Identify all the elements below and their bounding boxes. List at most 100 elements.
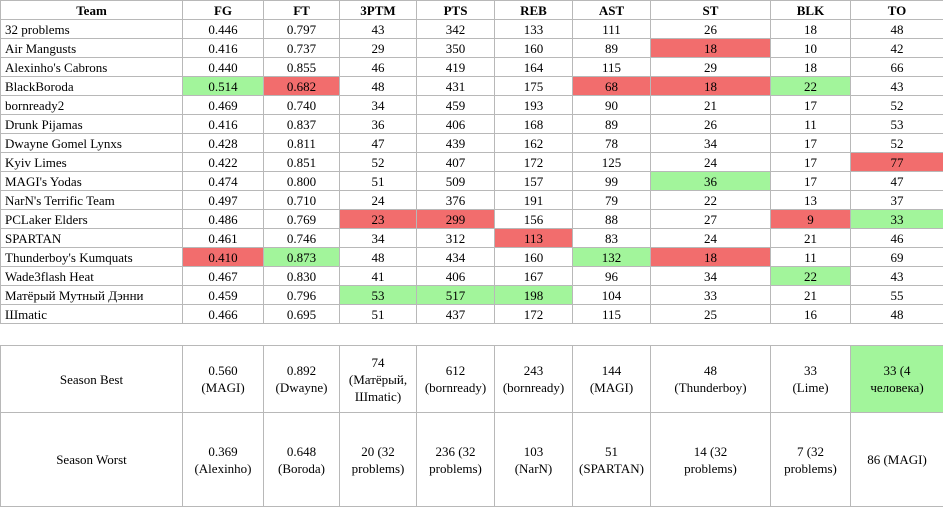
cell: 133 — [494, 19, 573, 39]
row-label: Alexinho's Cabrons — [0, 57, 183, 77]
cell: 43 — [339, 19, 417, 39]
row-label: Season Best — [0, 345, 183, 413]
cell: 0.800 — [263, 171, 340, 191]
row-label: Thunderboy's Kumquats — [0, 247, 183, 267]
cell: 193 — [494, 95, 573, 115]
cell: 0.811 — [263, 133, 340, 153]
cell: 52 — [339, 152, 417, 172]
cell: 175 — [494, 76, 573, 96]
cell: 17 — [770, 152, 851, 172]
cell: 144 (MAGI) — [572, 345, 651, 413]
header-cell: REB — [494, 0, 573, 20]
cell: 0.682 — [263, 76, 340, 96]
cell: 99 — [572, 171, 651, 191]
cell: 115 — [572, 304, 651, 324]
cell: 0.797 — [263, 19, 340, 39]
cell: 431 — [416, 76, 495, 96]
cell: 86 (MAGI) — [850, 412, 943, 507]
row-label: SPARTAN — [0, 228, 183, 248]
cell: 24 — [650, 152, 771, 172]
cell: 0.737 — [263, 38, 340, 58]
cell: 23 — [339, 209, 417, 229]
cell: 22 — [770, 76, 851, 96]
data-row: MAGI's Yodas 0.474 0.800 51 509 157 99 36 17 47 — [0, 171, 943, 191]
header-cell: FG — [182, 0, 264, 20]
cell: 48 — [850, 304, 943, 324]
header-cell: FT — [263, 0, 340, 20]
row-label: 32 problems — [0, 19, 183, 39]
cell: 0.710 — [263, 190, 340, 210]
data-row: BlackBoroda 0.514 0.682 48 431 175 68 18 22 43 — [0, 76, 943, 96]
header-cell: Team — [0, 0, 183, 20]
cell: 0.446 — [182, 19, 264, 39]
cell: 79 — [572, 190, 651, 210]
cell: 167 — [494, 266, 573, 286]
cell: 612 (bornready) — [416, 345, 495, 413]
data-row: Air Mangusts 0.416 0.737 29 350 160 89 18 10 42 — [0, 38, 943, 58]
cell: 103 (NarN) — [494, 412, 573, 507]
header-cell: 3PTM — [339, 0, 417, 20]
cell: 0.560 (MAGI) — [182, 345, 264, 413]
cell: 0.461 — [182, 228, 264, 248]
data-row: Шmatic 0.466 0.695 51 437 172 115 25 16 48 — [0, 304, 943, 324]
cell: 33 (Lime) — [770, 345, 851, 413]
row-label: Kyiv Limes — [0, 152, 183, 172]
empty-cell — [263, 323, 340, 346]
cell: 17 — [770, 133, 851, 153]
cell: 0.796 — [263, 285, 340, 305]
header-cell: ST — [650, 0, 771, 20]
cell: 164 — [494, 57, 573, 77]
cell: 29 — [339, 38, 417, 58]
data-row: PCLaker Elders 0.486 0.769 23 299 156 88 27 9 33 — [0, 209, 943, 229]
row-label: Wade3flash Heat — [0, 266, 183, 286]
cell: 78 — [572, 133, 651, 153]
cell: 18 — [650, 247, 771, 267]
cell: 162 — [494, 133, 573, 153]
data-row: Thunderboy's Kumquats 0.410 0.873 48 434 160 1… — [0, 247, 943, 267]
empty-cell — [494, 323, 573, 346]
cell: 74 (Матёрый, Шmatic) — [339, 345, 417, 413]
cell: 48 — [339, 247, 417, 267]
cell: 115 — [572, 57, 651, 77]
cell: 0.648 (Boroda) — [263, 412, 340, 507]
cell: 243 (bornready) — [494, 345, 573, 413]
cell: 342 — [416, 19, 495, 39]
cell: 47 — [850, 171, 943, 191]
cell: 51 — [339, 304, 417, 324]
spacer-row — [0, 323, 943, 346]
cell: 132 — [572, 247, 651, 267]
cell: 22 — [770, 266, 851, 286]
table-body: 32 problems 0.446 0.797 43 342 133 111 26 18 48 Ai… — [0, 19, 943, 507]
cell: 53 — [850, 114, 943, 134]
cell: 434 — [416, 247, 495, 267]
cell: 517 — [416, 285, 495, 305]
row-label: PCLaker Elders — [0, 209, 183, 229]
cell: 21 — [650, 95, 771, 115]
empty-cell — [416, 323, 495, 346]
data-row: bornready2 0.469 0.740 34 459 193 90 21 17 52 — [0, 95, 943, 115]
cell: 34 — [339, 228, 417, 248]
cell: 41 — [339, 266, 417, 286]
cell: 42 — [850, 38, 943, 58]
cell: 47 — [339, 133, 417, 153]
cell: 0.459 — [182, 285, 264, 305]
cell: 407 — [416, 152, 495, 172]
cell: 34 — [650, 133, 771, 153]
cell: 83 — [572, 228, 651, 248]
cell: 104 — [572, 285, 651, 305]
cell: 37 — [850, 190, 943, 210]
cell: 0.873 — [263, 247, 340, 267]
cell: 111 — [572, 19, 651, 39]
row-label: Drunk Pijamas — [0, 114, 183, 134]
cell: 13 — [770, 190, 851, 210]
cell: 89 — [572, 114, 651, 134]
cell: 198 — [494, 285, 573, 305]
row-label: BlackBoroda — [0, 76, 183, 96]
empty-cell — [770, 323, 851, 346]
cell: 439 — [416, 133, 495, 153]
data-row: NarN's Terrific Team 0.497 0.710 24 376 191 79… — [0, 190, 943, 210]
cell: 34 — [339, 95, 417, 115]
cell: 437 — [416, 304, 495, 324]
cell: 0.369 (Alexinho) — [182, 412, 264, 507]
